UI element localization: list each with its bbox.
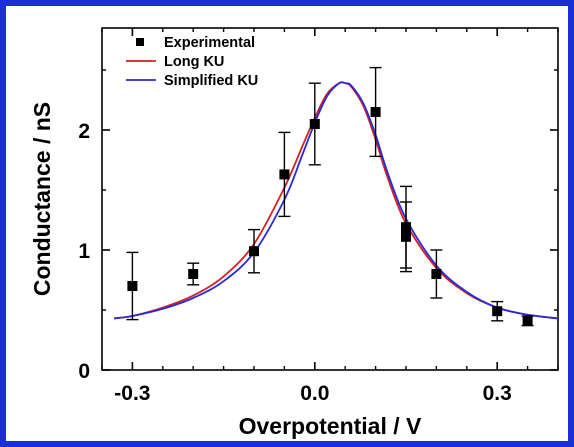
data-point (431, 269, 442, 279)
data-point (249, 246, 259, 257)
data-point (188, 269, 199, 279)
legend-label: Simplified KU (164, 73, 258, 89)
y-axis-title: Conductance / nS (29, 102, 55, 296)
fit-curves (114, 81, 559, 320)
y-tick-label: 0 (78, 360, 90, 383)
data-point (309, 119, 320, 129)
x-tick-label: -0.3 (114, 382, 150, 405)
data-point (492, 306, 503, 317)
data-point (279, 169, 290, 180)
legend: Experimental Long KU Simplified KU (126, 35, 258, 89)
data-point (401, 231, 411, 242)
y-tick-label: 2 (78, 120, 90, 143)
plot-area-border (101, 27, 559, 371)
experimental-points (126, 66, 534, 327)
x-tick-label: 0.0 (300, 382, 329, 405)
axis-labels: Overpotential / V Conductance / nS (29, 102, 422, 439)
legend-label: Long KU (164, 54, 224, 70)
conductance-chart: -0.3 0.0 0.3 0 1 2 Experimental Long KU Simplif… (29, 27, 559, 439)
data-point (522, 315, 533, 326)
x-tick-label: 0.3 (483, 382, 512, 405)
simplified-ku-curve (114, 81, 559, 320)
data-point (127, 281, 138, 291)
legend-label: Experimental (164, 35, 255, 51)
axes: -0.3 0.0 0.3 0 1 2 (78, 27, 559, 405)
long-ku-curve (114, 81, 559, 320)
y-tick-label: 1 (78, 240, 90, 263)
legend-marker (136, 38, 144, 46)
x-axis-title: Overpotential / V (239, 413, 422, 439)
data-point (370, 107, 381, 117)
